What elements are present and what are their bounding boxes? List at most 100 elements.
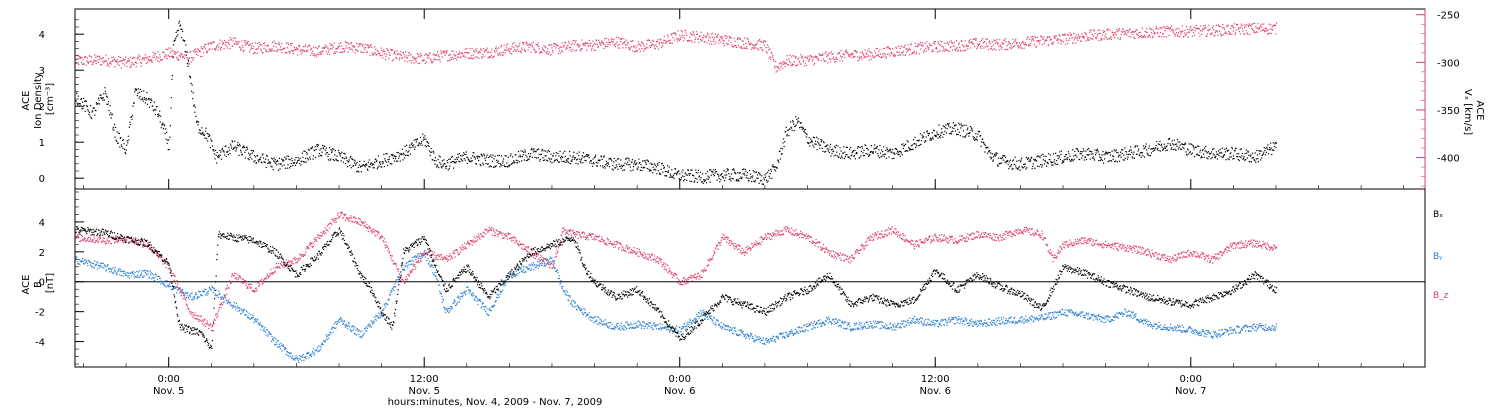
ion-density-series-point [1076, 156, 1078, 158]
vx-series-point [536, 43, 538, 46]
ion-density-series-point [719, 174, 721, 176]
ion-density-series-point [173, 40, 175, 42]
ion-density-series-point [751, 177, 753, 179]
vx-series-point [219, 39, 221, 41]
ion-density-series-point [902, 143, 904, 145]
vx-series-point [945, 48, 947, 50]
vx-series-point [513, 47, 515, 49]
ion-density-series-point [182, 30, 184, 33]
vx-series-point [1237, 23, 1239, 26]
ion-density-series-point [930, 138, 933, 140]
vx-series-point [1253, 30, 1255, 32]
ion-density-series-point [172, 44, 175, 46]
ion-density-series-point [818, 144, 820, 146]
ion-density-series-point [549, 160, 552, 163]
by-series-point [133, 273, 135, 275]
by-series-point [241, 308, 243, 310]
vx-series-point [780, 66, 782, 68]
vx-series-point [314, 54, 316, 56]
ion-density-series-point [714, 172, 716, 174]
vx-series-point [1065, 38, 1067, 40]
vx-series-point [798, 61, 800, 63]
ion-density-series-point [1237, 155, 1239, 158]
ion-density-series-point [1056, 155, 1058, 157]
ion-density-series-point [773, 169, 776, 171]
vx-series-point [180, 53, 183, 55]
ion-density-series-point [1080, 152, 1082, 155]
ion-density-series-point [1269, 147, 1271, 149]
ion-density-series-point [526, 159, 529, 161]
vx-series-point [1174, 33, 1176, 35]
vx-series-point [383, 53, 385, 55]
ion-density-series-point [1191, 152, 1194, 154]
vx-series-point [917, 46, 919, 48]
vx-series-point [537, 45, 539, 47]
ion-density-series-point [1200, 155, 1203, 157]
ion-density-series-point [1149, 155, 1151, 157]
by-series-point [150, 271, 152, 274]
vx-series-point [1098, 32, 1100, 35]
vx-series-point [170, 47, 172, 49]
vx-series-point [367, 47, 369, 49]
ion-density-series-point [1219, 148, 1221, 151]
ion-density-series-point [887, 150, 890, 152]
vx-series-point [608, 41, 611, 43]
ion-density-series-point [254, 160, 256, 162]
vx-series-point [760, 46, 762, 49]
ion-density-series-point [727, 168, 729, 171]
by-series-point [228, 299, 230, 301]
ion-density-series-point [1209, 153, 1212, 155]
vx-series-point [122, 62, 124, 65]
ion-density-series-point [1163, 147, 1165, 150]
ion-density-series-point [414, 146, 416, 148]
ion-density-series-point [1182, 146, 1184, 148]
ion-density-series-point [489, 165, 491, 167]
ion-density-series-point [428, 145, 430, 147]
ion-density-series-point [1051, 164, 1053, 166]
vx-series-point [1086, 36, 1088, 38]
ion-density-series-point [201, 132, 203, 135]
ion-density-series-point [156, 105, 158, 108]
ion-density-series-point [148, 97, 150, 100]
by-series-point [185, 292, 187, 294]
by-series-point [86, 262, 88, 265]
vx-series-point [1149, 27, 1151, 29]
vx-series-point [1173, 30, 1175, 32]
vx-series-point [803, 65, 805, 67]
vx-series-point [326, 53, 328, 55]
ion-density-series-point [763, 179, 766, 181]
vx-series-point [113, 58, 116, 60]
vx-series-point [677, 38, 679, 40]
ion-density-series-point [716, 179, 718, 181]
ion-density-series-point [308, 149, 310, 151]
ion-density-series-point [473, 152, 475, 154]
ion-density-series-point [810, 141, 812, 143]
vx-series-point [850, 57, 852, 59]
vx-series-point [547, 48, 549, 50]
ion-density-series-point [90, 117, 92, 119]
by-series-point [209, 287, 211, 289]
ion-density-series-point [732, 178, 734, 180]
ion-density-series-point [559, 150, 561, 153]
by-series-point [274, 343, 276, 345]
ion-density-series-point [1225, 147, 1228, 149]
ion-density-series-point [888, 156, 890, 158]
ion-density-series-point [398, 155, 400, 157]
ion-density-series-point [741, 177, 743, 179]
ion-density-series-point [851, 152, 853, 154]
ion-density-series-point [883, 146, 885, 148]
ion-density-series-point [651, 163, 653, 166]
by-series-point [130, 272, 132, 274]
ion-density-series-point [315, 148, 317, 151]
vx-series-point [1018, 47, 1020, 49]
ion-density-series-point [327, 159, 330, 161]
vx-series-point [325, 46, 327, 48]
by-series-point [98, 267, 101, 269]
vx-series-point [413, 62, 415, 64]
vx-series-point [1211, 33, 1213, 35]
vx-series-point [1074, 37, 1076, 39]
ion-density-series-point [856, 152, 858, 154]
ion-density-series-point [822, 150, 824, 153]
ion-density-series-point [277, 169, 280, 171]
vx-series-point [1250, 25, 1252, 27]
